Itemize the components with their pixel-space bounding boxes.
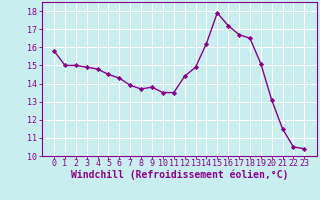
X-axis label: Windchill (Refroidissement éolien,°C): Windchill (Refroidissement éolien,°C) — [70, 169, 288, 180]
